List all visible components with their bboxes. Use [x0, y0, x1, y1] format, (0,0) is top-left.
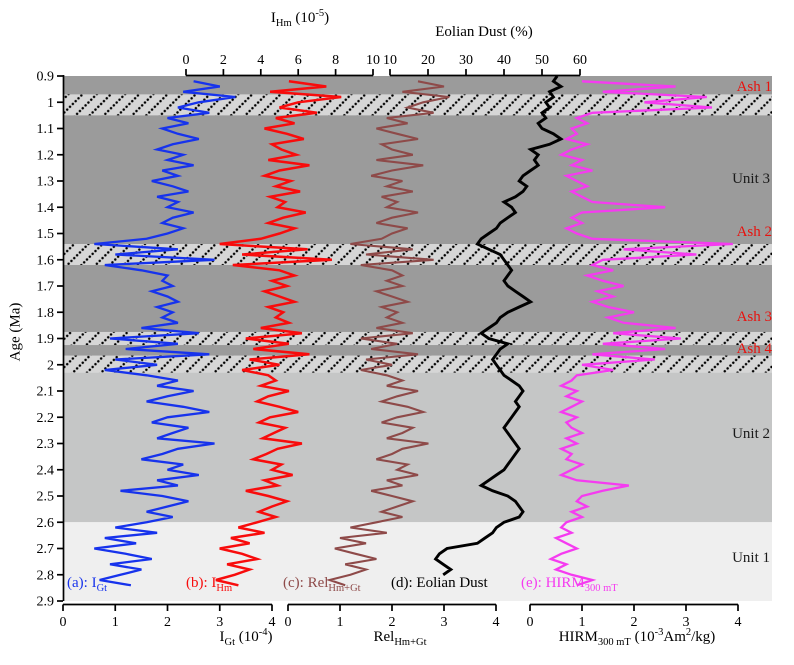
series-label-igt: (a): IGt [67, 575, 108, 594]
ash-label-2: Ash 2 [736, 223, 772, 240]
x-tick-label-dust: 10 [383, 53, 397, 68]
axis-title-igt: IGt (10-4) [219, 627, 273, 648]
ash-bands [63, 94, 772, 373]
x-tick-label-igt: 4 [269, 615, 276, 630]
y-tick-label: 2 [47, 358, 54, 373]
y-tick-label: 1.6 [37, 253, 55, 268]
unit-band-1 [63, 522, 772, 601]
y-tick-label: 1.5 [37, 227, 55, 242]
series-line-ihm [215, 80, 342, 587]
series-line-igt [94, 80, 236, 587]
x-tick-label-igt: 2 [164, 615, 171, 630]
y-tick-label: 2.6 [37, 516, 55, 531]
x-tick-label-rel: 3 [441, 615, 448, 630]
y-tick-label: 2.1 [37, 385, 55, 400]
x-tick-label-ihm: 6 [295, 53, 302, 68]
axis-title-eolian-dust: Eolian Dust (%) [435, 24, 533, 40]
y-tick-label: 2.3 [37, 437, 55, 452]
ash-label-3: Ash 3 [736, 309, 772, 326]
x-tick-label-dust: 40 [497, 53, 511, 68]
y-tick-label: 2.4 [37, 463, 55, 478]
series-label-ihm: (b): IHm [186, 575, 233, 594]
x-tick-label-rel: 0 [285, 615, 292, 630]
x-tick-label-rel: 4 [493, 615, 500, 630]
y-tick-label: 1.3 [37, 175, 55, 190]
y-tick-label: 1.1 [37, 122, 55, 137]
x-tick-label-igt: 3 [216, 615, 223, 630]
y-tick-label: 2.5 [37, 490, 55, 505]
x-tick-label-dust: 30 [459, 53, 473, 68]
series-label-rel: (c): RelHm+Gt [283, 575, 361, 594]
x-tick-label-ihm: 0 [183, 53, 190, 68]
x-tick-label-igt: 1 [112, 615, 119, 630]
x-tick-label-dust: 60 [573, 53, 587, 68]
y-tick-label: 1.4 [37, 201, 55, 216]
y-tick-label: 1.2 [37, 148, 55, 163]
series-label-dust: (d): Eolian Dust [391, 575, 488, 591]
x-tick-label-hirm: 4 [735, 615, 742, 630]
ash-band-hatch-4 [63, 355, 772, 373]
series-line-hirm [547, 80, 733, 587]
axes [57, 69, 739, 611]
x-tick-label-dust: 50 [535, 53, 549, 68]
y-tick-label: 1.9 [37, 332, 55, 347]
x-tick-label-ihm: 8 [332, 53, 339, 68]
unit-bands [63, 76, 772, 601]
y-tick-label: 2.9 [37, 595, 55, 610]
x-tick-label-ihm: 10 [366, 53, 380, 68]
y-tick-label: 1 [47, 96, 54, 111]
x-tick-label-hirm: 3 [683, 615, 690, 630]
unit-label-unit-2: Unit 2 [732, 426, 770, 443]
y-tick-label: 2.2 [37, 411, 55, 426]
x-tick-label-dust: 20 [421, 53, 435, 68]
y-axis-title: Age (Ma) [7, 302, 24, 362]
unit-label-unit-1: Unit 1 [732, 550, 770, 567]
series-label-hirm: (e): HIRM300 mT [521, 575, 618, 594]
ash-band-hatch-3 [63, 331, 772, 346]
unit-label-unit-3: Unit 3 [732, 170, 770, 187]
x-tick-label-hirm: 2 [631, 615, 638, 630]
y-tick-label: 1.7 [37, 280, 55, 295]
x-tick-label-igt: 0 [60, 615, 67, 630]
ash-label-1: Ash 1 [736, 79, 772, 96]
series-line-dust [433, 75, 564, 576]
ash-band-hatch-2 [63, 244, 772, 265]
x-tick-label-ihm: 2 [220, 53, 227, 68]
series-line-rel [325, 80, 450, 587]
y-tick-label: 1.8 [37, 306, 55, 321]
x-tick-label-rel: 2 [389, 615, 396, 630]
x-tick-label-hirm: 1 [579, 615, 586, 630]
x-tick-label-rel: 1 [337, 615, 344, 630]
series-lines [94, 75, 733, 587]
axis-title-hirm: HIRM300 mT (10-3Am2/kg) [558, 627, 716, 648]
x-tick-label-ihm: 4 [257, 53, 264, 68]
y-tick-label: 2.8 [37, 568, 55, 583]
ash-label-4: Ash 4 [736, 341, 772, 358]
axis-title-rel: RelHm+Gt [373, 629, 427, 648]
y-tick-label: 0.9 [37, 70, 55, 85]
axis-title-ihm: IHm (10-5) [270, 8, 330, 29]
y-tick-label: 2.7 [37, 542, 55, 557]
x-tick-label-hirm: 0 [527, 615, 534, 630]
